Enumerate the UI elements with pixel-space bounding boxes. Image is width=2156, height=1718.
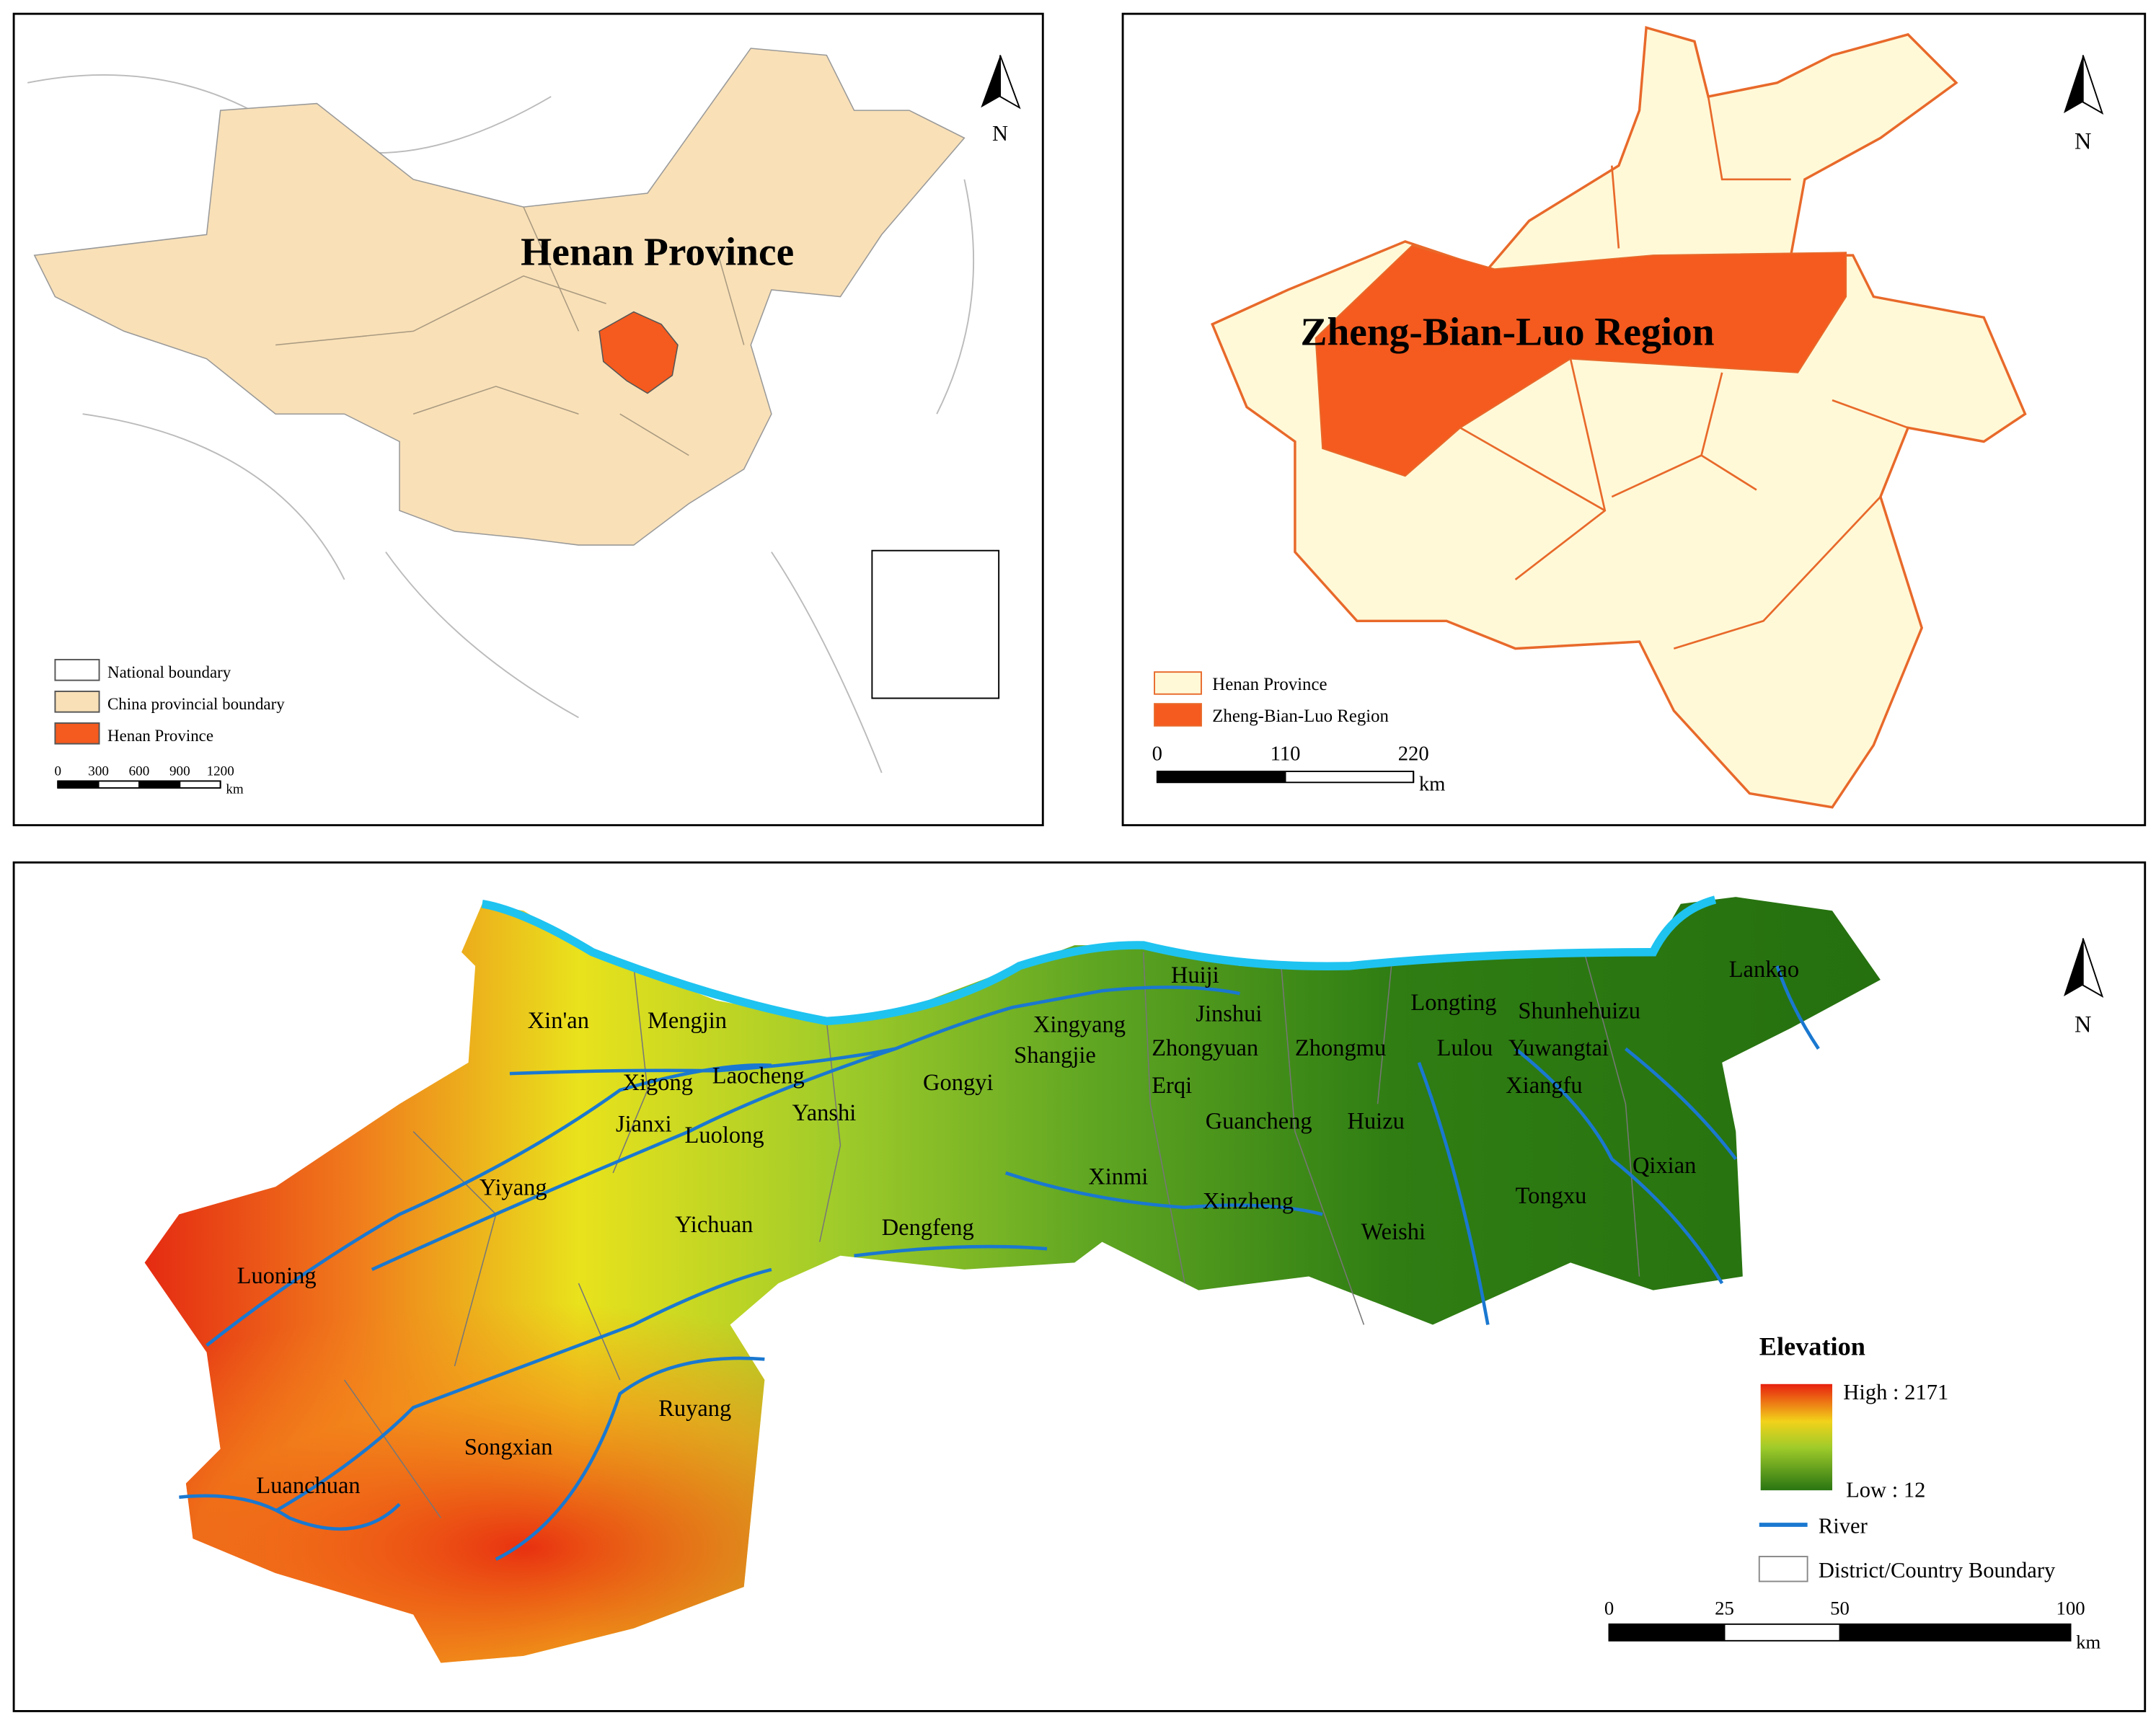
legend-swatch	[54, 658, 100, 681]
scale-segment	[58, 781, 99, 788]
place-label: Huizu	[1348, 1109, 1405, 1135]
place-label: Longting	[1410, 990, 1496, 1016]
north-arrow	[2063, 55, 2083, 113]
elevation-highlands	[144, 897, 1881, 1663]
legend-label: China provincial boundary	[107, 695, 285, 713]
place-label: Zhongyuan	[1152, 1035, 1258, 1061]
north-arrow	[2082, 938, 2104, 999]
henan-highlight	[598, 311, 679, 394]
place-label: Yuwangtai	[1508, 1035, 1609, 1061]
legend-swatch	[1154, 703, 1202, 727]
place-label: Lulou	[1437, 1035, 1493, 1061]
scale-unit: km	[1419, 773, 1446, 796]
place-label: Yichuan	[675, 1212, 753, 1238]
legend-swatch	[54, 722, 100, 745]
place-label: Weishi	[1361, 1219, 1426, 1245]
legend-label: River	[1819, 1513, 1868, 1538]
legend-label: District/Country Boundary	[1819, 1558, 2056, 1582]
place-label: Dengfeng	[882, 1215, 974, 1241]
elevation-ramp	[1760, 1383, 1833, 1491]
north-arrow	[2082, 55, 2104, 115]
scale-label: 0	[54, 764, 61, 779]
place-label: Yiyang	[480, 1175, 547, 1201]
scale-unit: km	[2076, 1631, 2100, 1653]
place-label: Luanchuan	[256, 1473, 360, 1499]
legend-label: Henan Province	[1212, 675, 1327, 694]
place-label: Tongxu	[1516, 1183, 1587, 1209]
scale-unit: km	[226, 782, 244, 797]
scale-segment	[1157, 771, 1286, 783]
map-title: Henan Province	[521, 229, 794, 273]
place-label: Luoning	[237, 1263, 317, 1289]
place-label: Laocheng	[712, 1063, 805, 1089]
legend-label: Henan Province	[107, 727, 213, 745]
place-label: Xingyang	[1033, 1012, 1126, 1038]
scale-label: 600	[129, 764, 150, 779]
place-label: Songxian	[464, 1434, 553, 1460]
legend-swatch	[54, 690, 100, 713]
scale-label: 25	[1715, 1597, 1734, 1619]
place-label: Xin'an	[528, 1008, 589, 1034]
place-label: Qixian	[1633, 1153, 1696, 1179]
yellow-river	[481, 895, 1717, 1026]
north-arrow	[999, 55, 1021, 110]
place-label: Jinshui	[1196, 1001, 1262, 1027]
place-label: Xinmi	[1088, 1164, 1148, 1190]
north-label: N	[992, 121, 1008, 146]
scale-label: 220	[1398, 743, 1429, 766]
zbl-highlight	[1315, 244, 1847, 477]
place-label: Mengjin	[648, 1008, 727, 1034]
place-label: Shunhehuizu	[1518, 999, 1640, 1024]
place-label: Erqi	[1152, 1073, 1192, 1099]
city-boundary	[1459, 96, 1909, 650]
legend-swatch	[1758, 1556, 1808, 1582]
legend-swatch	[1154, 671, 1202, 695]
place-label: Xigong	[623, 1070, 693, 1096]
scale-label: 50	[1830, 1597, 1850, 1619]
provincial-boundary	[275, 206, 745, 456]
place-label: Xiangfu	[1506, 1073, 1582, 1099]
china-map	[33, 48, 966, 546]
scale-label: 1200	[207, 764, 234, 779]
north-label: N	[2075, 1012, 2091, 1038]
north-label: N	[2075, 129, 2091, 155]
place-label: Jianxi	[616, 1112, 672, 1138]
place-label: Zhongmu	[1295, 1035, 1386, 1061]
place-label: Shangjie	[1014, 1042, 1096, 1068]
scale-label: 0	[1604, 1597, 1614, 1619]
place-label: Guancheng	[1206, 1109, 1312, 1135]
scale-segment	[1609, 1624, 1725, 1641]
legend-label: Zheng-Bian-Luo Region	[1212, 707, 1389, 726]
river	[179, 965, 1820, 1561]
map-title: Zheng-Bian-Luo Region	[1301, 309, 1715, 353]
scale-segment	[138, 781, 180, 788]
scale-label: 0	[1152, 743, 1162, 766]
place-label: Luolong	[685, 1123, 764, 1148]
place-label: Ruyang	[658, 1396, 731, 1422]
scale-label: 110	[1271, 743, 1301, 766]
legend-label: Low : 12	[1846, 1478, 1925, 1502]
north-arrow	[981, 55, 1001, 108]
scale-label: 300	[88, 764, 109, 779]
scale-segment	[1839, 1624, 2071, 1641]
place-label: Lankao	[1729, 957, 1799, 983]
scale-label: 100	[2056, 1597, 2085, 1619]
inset-box	[871, 549, 1000, 699]
scale-label: 900	[169, 764, 190, 779]
place-label: Huiji	[1171, 962, 1219, 988]
legend-label: High : 2171	[1843, 1380, 1948, 1404]
legend-title: Elevation	[1759, 1332, 1865, 1361]
place-labels: Xin'an Mengjin Xigong Laocheng Jianxi Luolong…	[237, 957, 1799, 1499]
legend-label: National boundary	[107, 663, 231, 681]
place-label: Xinzheng	[1203, 1189, 1294, 1215]
place-label: Yanshi	[792, 1100, 857, 1126]
henan-map	[1211, 26, 2027, 809]
place-label: Gongyi	[923, 1070, 993, 1096]
